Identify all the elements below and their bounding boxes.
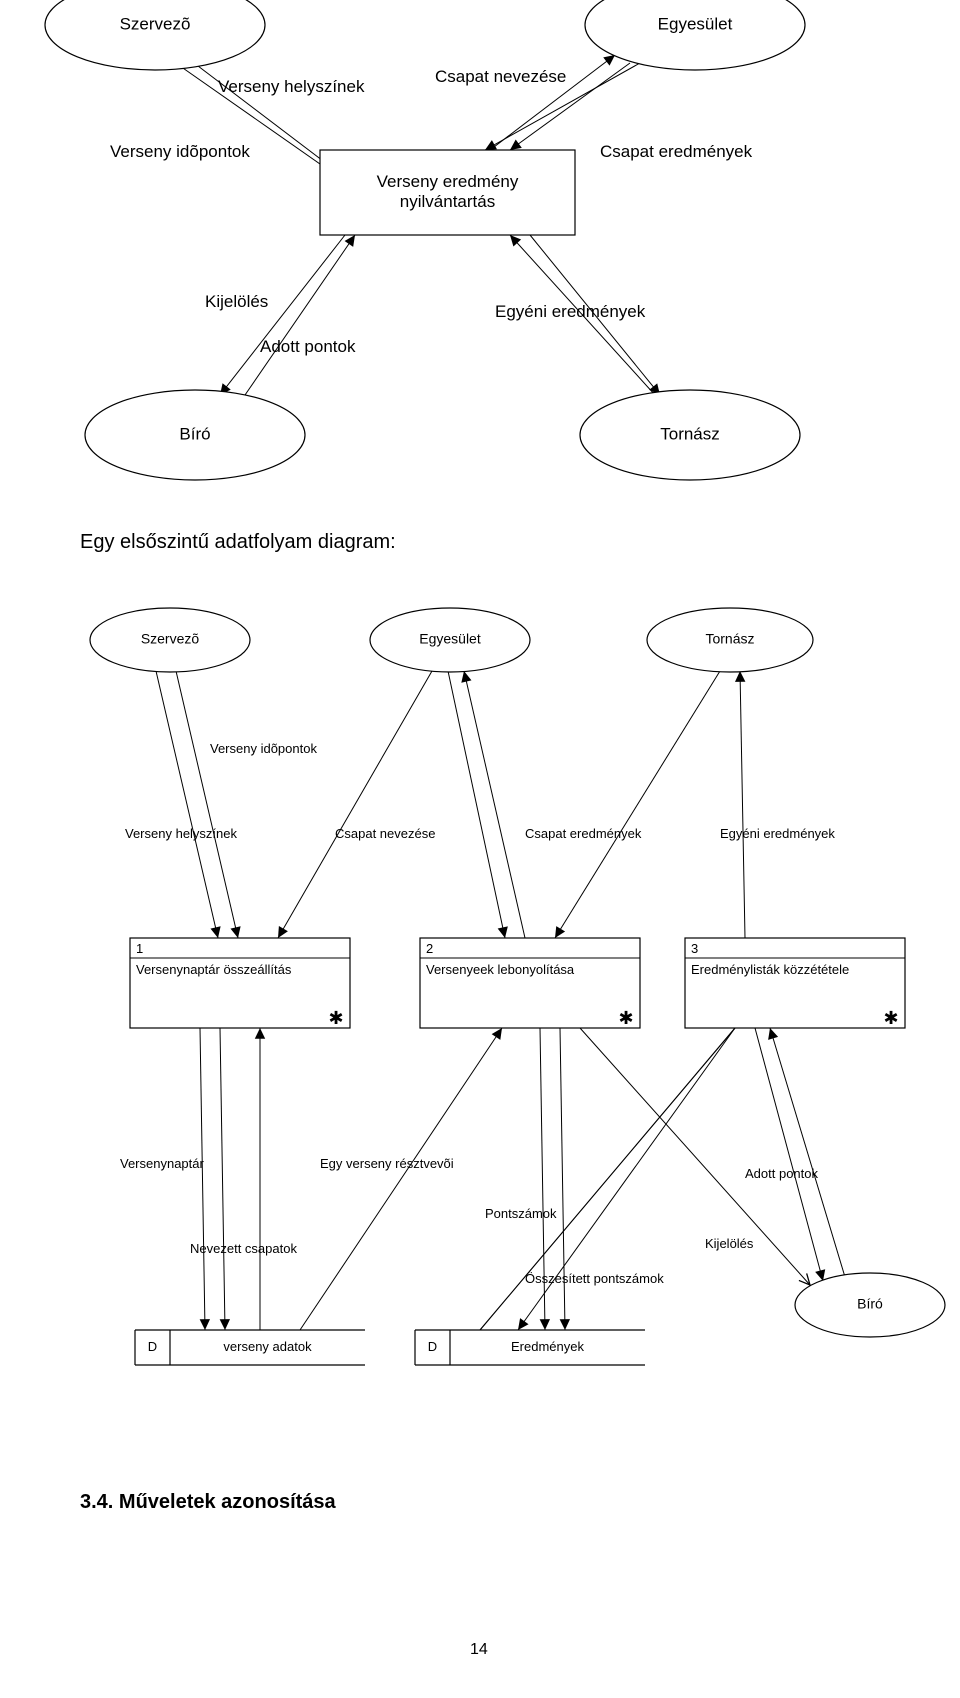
svg-text:Egyéni eredmények: Egyéni eredmények: [495, 302, 646, 321]
svg-text:Egy verseny résztvevõi: Egy verseny résztvevõi: [320, 1156, 454, 1171]
svg-text:Szervezõ: Szervezõ: [120, 14, 191, 33]
svg-text:D: D: [148, 1339, 157, 1354]
svg-text:Versenynaptár összeállítás: Versenynaptár összeállítás: [136, 962, 292, 977]
svg-text:Versenyeek lebonyolítása: Versenyeek lebonyolítása: [426, 962, 575, 977]
svg-text:verseny adatok: verseny adatok: [223, 1339, 312, 1354]
svg-text:Egyesület: Egyesület: [419, 631, 481, 647]
svg-text:nyilvántartás: nyilvántartás: [400, 192, 495, 211]
svg-text:Bíró: Bíró: [179, 424, 210, 443]
svg-text:Csapat nevezése: Csapat nevezése: [335, 826, 435, 841]
svg-text:✱: ✱: [883, 1008, 898, 1028]
svg-text:D: D: [428, 1339, 437, 1354]
svg-text:Tornász: Tornász: [660, 424, 720, 443]
svg-text:Szervezõ: Szervezõ: [141, 631, 200, 647]
svg-text:Adott pontok: Adott pontok: [260, 337, 356, 356]
svg-text:Bíró: Bíró: [857, 1296, 883, 1312]
svg-text:Eredménylisták közzététele: Eredménylisták közzététele: [691, 962, 849, 977]
svg-text:✱: ✱: [618, 1008, 633, 1028]
diagrams-svg: Szervezõ Egyesület Bíró Tornász Verseny ered…: [0, 0, 960, 1698]
page-number: 14: [470, 1640, 488, 1659]
svg-text:3: 3: [691, 941, 698, 956]
svg-text:Verseny helyszínek: Verseny helyszínek: [125, 826, 238, 841]
svg-text:Tornász: Tornász: [705, 631, 754, 647]
mid-caption: Egy elsőszintű adatfolyam diagram:: [80, 530, 396, 554]
svg-text:Nevezett csapatok: Nevezett csapatok: [190, 1241, 297, 1256]
svg-text:Versenynaptár: Versenynaptár: [120, 1156, 205, 1171]
svg-text:Verseny eredmény: Verseny eredmény: [377, 172, 519, 191]
svg-text:Kijelölés: Kijelölés: [205, 292, 268, 311]
svg-text:1: 1: [136, 941, 143, 956]
section-heading: 3.4. Műveletek azonosítása: [80, 1490, 336, 1514]
svg-text:Verseny idõpontok: Verseny idõpontok: [210, 741, 317, 756]
svg-text:Egyéni eredmények: Egyéni eredmények: [720, 826, 835, 841]
svg-text:Verseny helyszínek: Verseny helyszínek: [218, 77, 365, 96]
svg-text:Pontszámok: Pontszámok: [485, 1206, 557, 1221]
svg-text:Verseny idõpontok: Verseny idõpontok: [110, 142, 250, 161]
svg-text:Egyesület: Egyesület: [658, 14, 733, 33]
svg-text:Csapat eredmények: Csapat eredmények: [525, 826, 642, 841]
svg-text:✱: ✱: [328, 1008, 343, 1028]
svg-text:Eredmények: Eredmények: [511, 1339, 584, 1354]
svg-text:2: 2: [426, 941, 433, 956]
svg-text:Adott pontok: Adott pontok: [745, 1166, 818, 1181]
svg-text:Kijelölés: Kijelölés: [705, 1236, 754, 1251]
svg-text:Csapat eredmények: Csapat eredmények: [600, 142, 753, 161]
svg-text:Összesített pontszámok: Összesített pontszámok: [525, 1271, 664, 1286]
svg-text:Csapat nevezése: Csapat nevezése: [435, 67, 566, 86]
diagram-canvas: Szervezõ Egyesület Bíró Tornász Verseny ered…: [0, 0, 960, 1698]
